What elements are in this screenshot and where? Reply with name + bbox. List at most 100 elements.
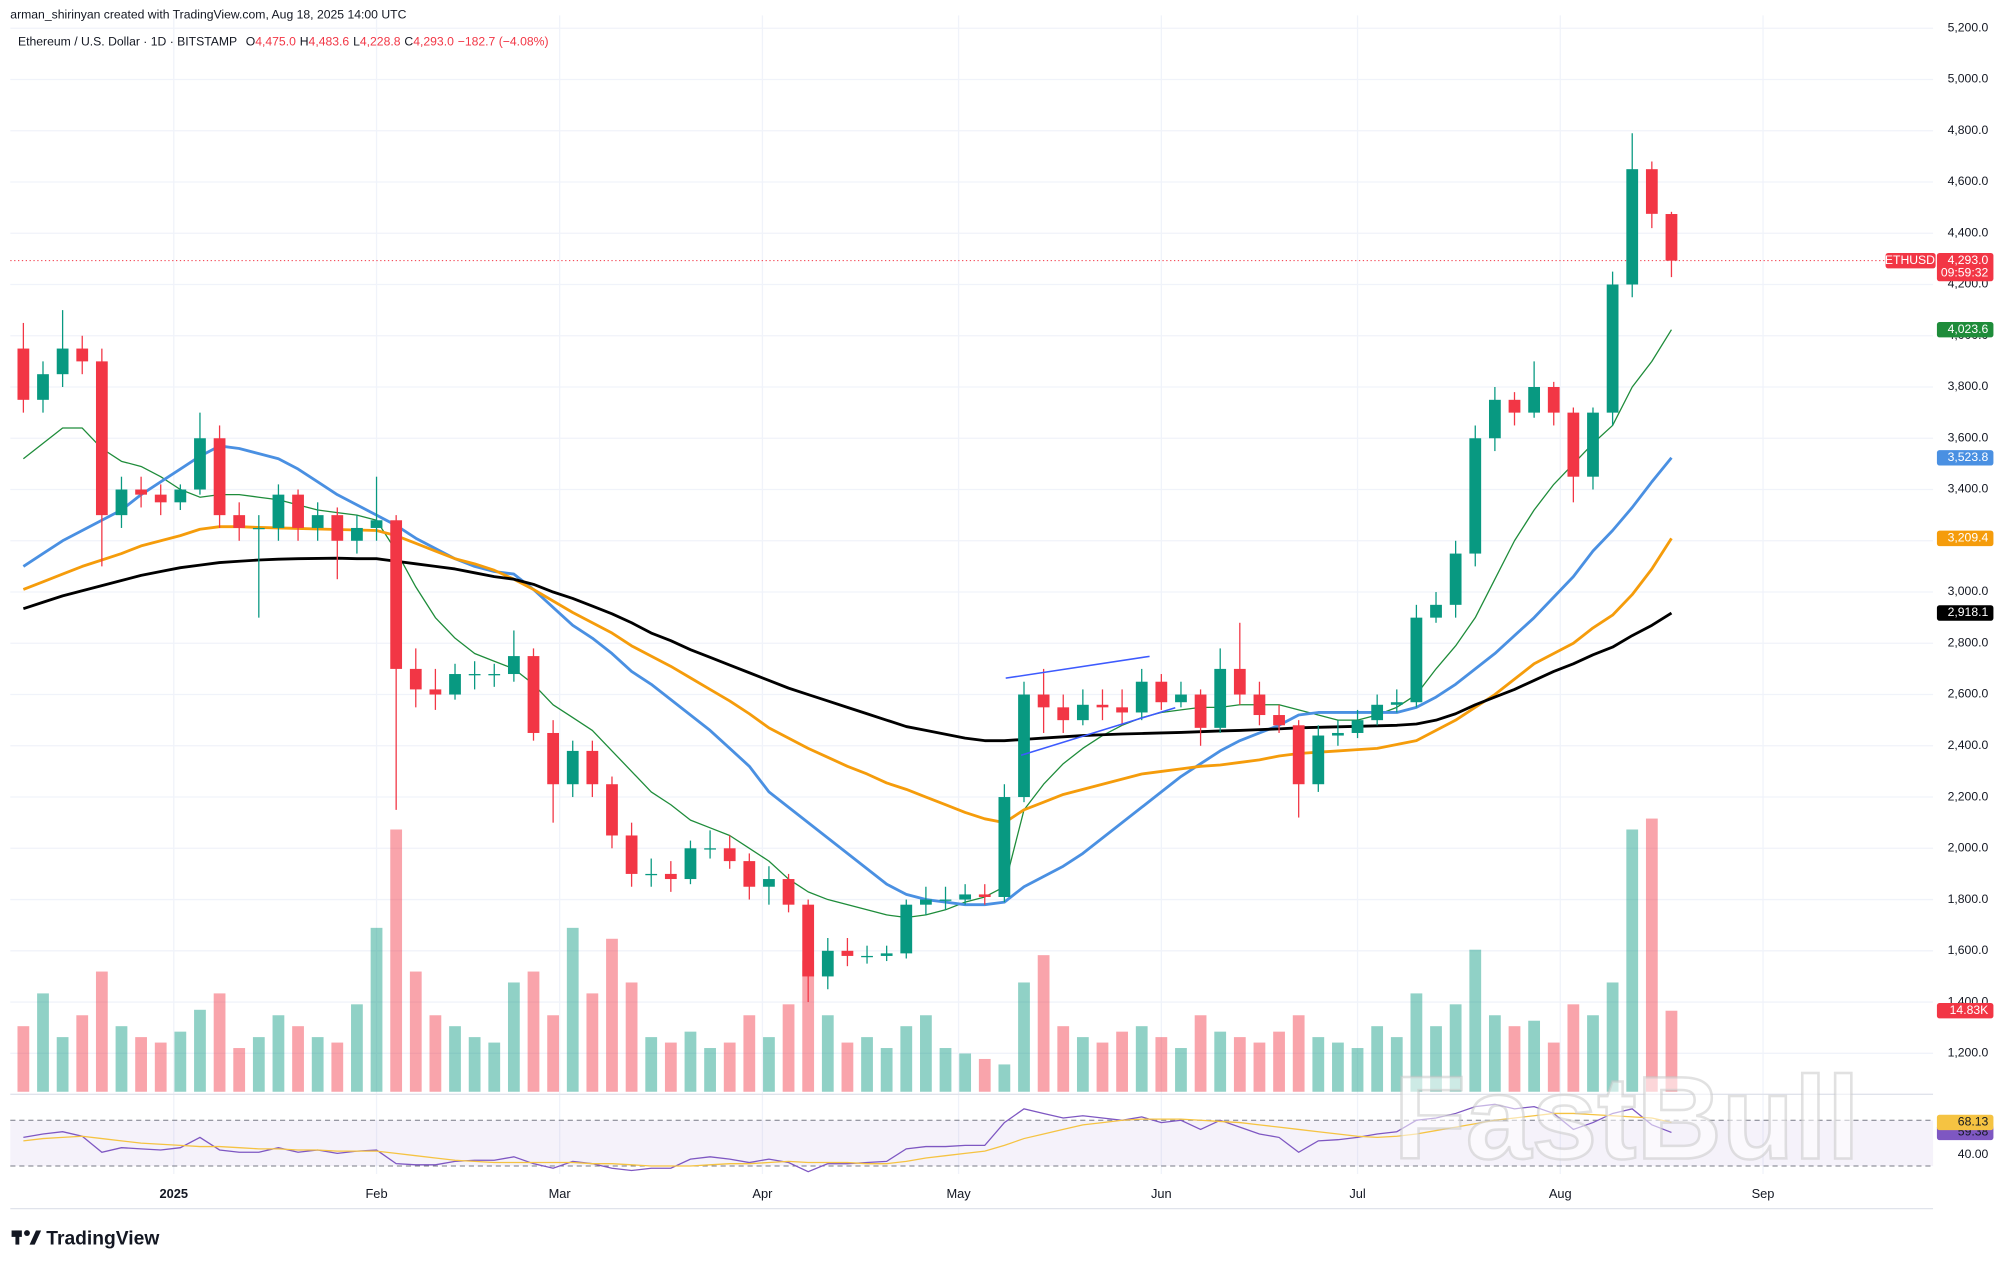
volume-bar <box>1135 1026 1148 1092</box>
logo-icon <box>29 1230 42 1245</box>
volume-bar <box>861 1037 873 1092</box>
candle-body <box>95 361 108 516</box>
candle-body <box>1645 169 1658 214</box>
volume-bar <box>1332 1042 1344 1092</box>
candle-body <box>37 374 49 400</box>
candle-body <box>370 520 383 528</box>
candle-body <box>76 348 89 362</box>
candle-body <box>292 494 304 528</box>
candle-body <box>1508 399 1521 413</box>
candle-body <box>1292 725 1305 785</box>
volume-bar <box>723 1042 736 1092</box>
volume-bar <box>1410 993 1423 1092</box>
y-tick-label: 5,000.0 <box>1948 72 1989 86</box>
candle-body <box>1096 704 1109 708</box>
volume-bar <box>684 1031 697 1092</box>
candle-body <box>1528 387 1541 413</box>
volume-bar <box>1018 982 1030 1092</box>
y-tick-label: 3,600.0 <box>1948 430 1989 444</box>
candle-body <box>1233 668 1246 695</box>
volume-bar <box>1665 1010 1678 1092</box>
x-tick-label: Mar <box>549 1186 572 1201</box>
price-tag <box>1936 252 1994 282</box>
rsi-line <box>23 1103 1672 1173</box>
candle-body <box>1332 732 1344 736</box>
candle-body <box>880 953 893 956</box>
volume-bar <box>1194 1015 1207 1092</box>
volume-bar <box>1096 1042 1109 1092</box>
volume-bar <box>1116 1031 1128 1092</box>
logo-text: TradingView <box>46 1229 160 1250</box>
volume-bar <box>1528 1020 1541 1092</box>
volume-bar <box>311 1037 324 1092</box>
candle-body <box>1057 707 1070 721</box>
volume-bar <box>37 993 49 1092</box>
candle-body <box>311 515 324 528</box>
candle-body <box>821 950 834 977</box>
candle-body <box>331 515 344 541</box>
volume-bar <box>174 1031 187 1092</box>
volume-bar <box>1430 1026 1442 1092</box>
candle-body <box>861 955 873 958</box>
logo: TradingView <box>11 1229 160 1250</box>
volume-bar <box>586 993 599 1092</box>
y-tick-label: 1,200.0 <box>1948 1046 1989 1060</box>
x-tick-label: Aug <box>1549 1186 1572 1201</box>
candle-body <box>625 835 638 874</box>
candle-body <box>664 873 677 880</box>
rsi-band <box>10 1120 1934 1166</box>
candle-body <box>1253 694 1266 716</box>
volume-bar <box>743 1015 756 1092</box>
candles <box>17 133 1678 1003</box>
volume-bar <box>1469 949 1482 1092</box>
volume-bar <box>1587 1015 1599 1092</box>
volume-bar <box>645 1037 658 1092</box>
volume-bar <box>782 1004 795 1092</box>
candle-body <box>1488 399 1501 439</box>
y-tick-label: 2,200.0 <box>1948 789 1989 803</box>
volume-bar <box>194 1009 206 1092</box>
volume-bar <box>802 960 815 1092</box>
volume-bar <box>841 1042 854 1092</box>
volume-bar <box>998 1064 1011 1092</box>
ohlc-key: L <box>353 35 360 49</box>
price-tag <box>1936 605 1994 621</box>
volume-bar <box>1233 1037 1246 1092</box>
candle-body <box>1430 604 1442 618</box>
candle-body <box>252 527 265 530</box>
y-tick-label: 3,800.0 <box>1948 379 1989 393</box>
y-tick-label: 5,200.0 <box>1948 20 1989 34</box>
y-tick-label: 1,600.0 <box>1948 943 1989 957</box>
candle-body <box>468 674 481 676</box>
ohlc-value: 4,293.0 <box>413 35 454 49</box>
price-tag-label: 14.83K <box>1950 1003 1989 1017</box>
candle-body <box>272 494 285 528</box>
candle-body <box>920 899 932 905</box>
labels: 1,200.01,400.01,600.01,800.02,000.02,200… <box>160 20 1994 1201</box>
symbol-line: Ethereum / U.S. Dollar · 1D · BITSTAMP O… <box>18 35 549 49</box>
candle-body <box>1371 704 1384 721</box>
volume-bar <box>821 1015 834 1092</box>
candle-body <box>527 656 540 733</box>
symbol-tag-label: ETHUSD <box>1885 253 1935 267</box>
volume-bar <box>213 993 226 1092</box>
trendline <box>1020 706 1176 756</box>
candle-body <box>1547 387 1560 413</box>
volume-bar <box>1076 1037 1089 1092</box>
volume-bar <box>409 971 422 1092</box>
x-tick-label: Jul <box>1349 1186 1365 1201</box>
ohlc-value: 4,228.8 <box>360 35 401 49</box>
x-tick-label: 2025 <box>160 1186 189 1201</box>
candle-body <box>723 848 736 862</box>
volume-bar <box>449 1026 461 1092</box>
y-tick-label: 2,000.0 <box>1948 841 1989 855</box>
x-tick-label: Sep <box>1752 1186 1775 1201</box>
volume-bar <box>76 1015 89 1092</box>
candle-body <box>409 668 422 690</box>
volume-bar <box>1567 1004 1580 1092</box>
volume-bar <box>1606 982 1619 1092</box>
candle-body <box>507 656 520 675</box>
ohlc-key: C <box>404 35 413 49</box>
y-tick-label: 2,400.0 <box>1948 738 1989 752</box>
